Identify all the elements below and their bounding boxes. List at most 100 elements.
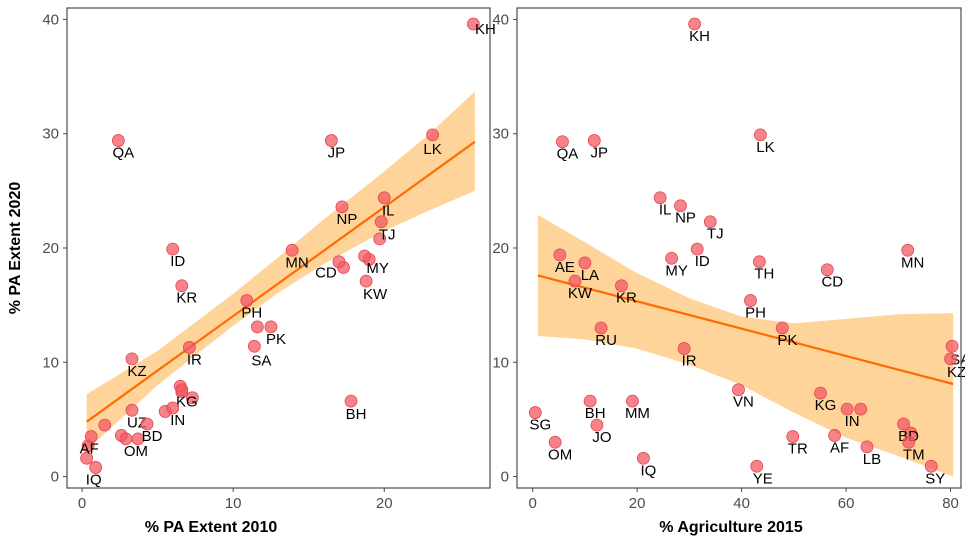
data-point-tj bbox=[703, 215, 717, 229]
point-label-id: ID bbox=[170, 253, 185, 270]
data-point-lb bbox=[860, 440, 874, 454]
point-label-my: MY bbox=[366, 260, 389, 277]
data-point-af bbox=[84, 430, 98, 443]
data-point bbox=[98, 418, 112, 432]
data-point-la bbox=[578, 256, 592, 270]
data-point-in bbox=[840, 402, 854, 416]
point-label-sa: SA bbox=[251, 352, 271, 369]
point-label-om: OM bbox=[548, 446, 572, 463]
data-point-kr bbox=[175, 279, 189, 293]
data-point-iq bbox=[89, 461, 103, 474]
point-label-kw: KW bbox=[568, 285, 593, 302]
data-point-id bbox=[166, 242, 180, 256]
point-label-id: ID bbox=[695, 253, 710, 270]
data-point-mn bbox=[285, 243, 299, 257]
data-point-tr bbox=[786, 430, 800, 443]
point-label-mm: MM bbox=[625, 405, 650, 422]
point-label-kz: KZ bbox=[127, 363, 146, 380]
data-point-my bbox=[665, 251, 679, 265]
point-label-kg: KG bbox=[815, 397, 837, 414]
point-label-my: MY bbox=[665, 262, 688, 279]
point-label-ye: YE bbox=[753, 470, 773, 487]
data-point-mm bbox=[626, 394, 639, 408]
data-point-mn bbox=[901, 243, 915, 257]
point-label-ae: AE bbox=[555, 259, 575, 276]
point-label-kz: KZ bbox=[947, 364, 965, 381]
data-point bbox=[250, 320, 264, 334]
data-point-lk bbox=[754, 128, 767, 142]
point-label-mn: MN bbox=[901, 254, 924, 271]
point-label-lk: LK bbox=[423, 141, 441, 158]
data-point-cd bbox=[332, 255, 346, 269]
data-point-sa bbox=[247, 339, 261, 353]
data-point-ph bbox=[744, 294, 757, 307]
data-point-uz bbox=[125, 403, 139, 417]
point-label-af: AF bbox=[80, 441, 99, 458]
data-point-kg bbox=[814, 386, 827, 400]
data-point-ir bbox=[677, 342, 691, 355]
point-label-ir: IR bbox=[682, 353, 697, 370]
point-label-kh: KH bbox=[689, 28, 710, 45]
data-point-bh bbox=[344, 394, 358, 408]
point-label-qa: QA bbox=[113, 145, 135, 162]
x-tick-label: 40 bbox=[733, 495, 750, 512]
panel-agriculture: KH QA JP LK IL NP TJ AE LA MY ID TH CD MN KW KR PH PK RU IR… bbox=[492, 7, 965, 512]
data-point-tm bbox=[902, 435, 916, 449]
point-label-th: TH bbox=[754, 266, 774, 283]
data-point-qa bbox=[556, 135, 569, 149]
point-label-ru: RU bbox=[595, 332, 617, 349]
x-tick-label: 20 bbox=[376, 495, 393, 512]
data-point-jp bbox=[587, 134, 601, 147]
data-point-np bbox=[674, 199, 687, 213]
data-point-my bbox=[358, 249, 372, 263]
x-tick-label: 20 bbox=[629, 495, 646, 512]
point-label-om: OM bbox=[124, 443, 148, 460]
trend-line bbox=[85, 140, 476, 423]
x-tick-label: 10 bbox=[225, 495, 242, 512]
data-point-bh bbox=[583, 394, 597, 408]
point-label-pk: PK bbox=[266, 331, 286, 348]
point-label-tj: TJ bbox=[707, 226, 724, 243]
y-tick-label: 10 bbox=[42, 354, 59, 371]
data-point-pk bbox=[775, 321, 789, 335]
data-point-kr bbox=[615, 279, 628, 293]
point-label-sg: SG bbox=[529, 417, 551, 434]
point-label-iq: IQ bbox=[86, 471, 102, 488]
point-label-ph: PH bbox=[745, 305, 766, 322]
y-tick-label: 0 bbox=[51, 469, 59, 486]
point-label-sy: SY bbox=[925, 470, 945, 487]
data-point-ru bbox=[594, 321, 608, 335]
data-point-il bbox=[377, 191, 391, 205]
data-point-il bbox=[653, 191, 667, 205]
y-tick-label: 20 bbox=[42, 240, 59, 257]
data-point-sy bbox=[924, 459, 938, 473]
y-axis-title: % PA Extent 2020 bbox=[7, 182, 24, 315]
data-point-qa bbox=[111, 134, 125, 147]
y-tick-label: 30 bbox=[492, 126, 509, 143]
point-label-in: IN bbox=[170, 412, 185, 429]
y-tick-label: 0 bbox=[501, 469, 509, 486]
point-label-cd: CD bbox=[821, 274, 843, 291]
data-point bbox=[854, 402, 868, 416]
data-point-kh bbox=[688, 17, 701, 31]
data-point-jo bbox=[590, 418, 604, 432]
point-label-mn: MN bbox=[285, 254, 308, 271]
point-label-bh: BH bbox=[585, 405, 606, 422]
x-tick-label: 0 bbox=[78, 495, 86, 512]
data-point-kw bbox=[568, 274, 582, 288]
confidence-band bbox=[86, 91, 475, 451]
point-label-kw: KW bbox=[363, 286, 388, 303]
data-point-ir bbox=[182, 341, 196, 354]
data-point-iq bbox=[637, 451, 650, 465]
data-point-jp bbox=[324, 134, 338, 147]
point-label-la: LA bbox=[581, 267, 599, 284]
data-point-af bbox=[828, 429, 841, 442]
data-point-pk bbox=[264, 320, 278, 334]
data-point-sa bbox=[945, 339, 959, 353]
point-label-lb: LB bbox=[863, 451, 881, 468]
point-label-tj: TJ bbox=[379, 227, 396, 244]
data-point-om bbox=[119, 432, 133, 446]
point-label-qa: QA bbox=[557, 146, 579, 163]
point-label-tm: TM bbox=[903, 446, 925, 463]
